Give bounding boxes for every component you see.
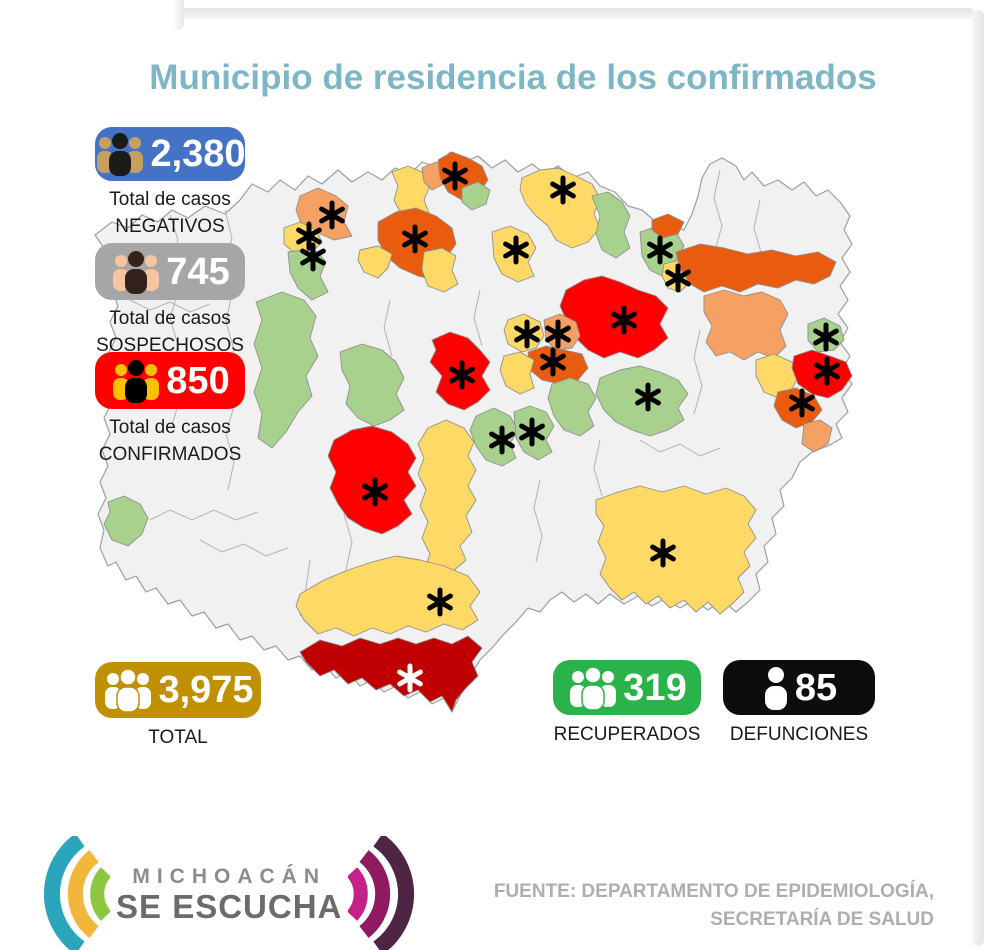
asterisk-marker [503, 241, 529, 259]
municipality-region [417, 419, 477, 581]
defunciones-badge: 85 [723, 660, 875, 715]
michoacan-se-escucha-logo: MICHOACÁN SE ESCUCHA [18, 836, 440, 950]
recuperados-value: 319 [623, 666, 687, 709]
asterisk-marker [319, 206, 345, 224]
negativos-caption-line2: NEGATIVOS [115, 216, 225, 237]
people-group-icon [113, 250, 160, 294]
asterisk-marker [296, 227, 322, 245]
asterisk-marker [300, 248, 326, 266]
asterisk-marker [647, 241, 673, 259]
municipality-region [461, 181, 491, 211]
page-shadow-right [972, 10, 984, 946]
asterisk-marker [514, 325, 540, 343]
sound-waves-left-icon [44, 836, 110, 950]
confirmados-badge: 850 [95, 352, 245, 409]
people-group-icon [570, 665, 617, 710]
people-group-icon [105, 668, 152, 712]
municipality-region [801, 419, 833, 453]
sospechosos-caption: Total de casos SOSPECHOSOS [60, 305, 280, 359]
asterisk-marker [665, 269, 691, 287]
municipality-region [519, 167, 601, 249]
municipality-region [499, 351, 535, 395]
confirmados-value: 850 [166, 359, 230, 402]
asterisk-marker [442, 167, 468, 185]
asterisk-marker [545, 325, 571, 343]
sospechosos-caption-line1: Total de casos [109, 308, 231, 329]
negativos-caption: Total de casos NEGATIVOS [60, 186, 280, 240]
page-shadow-top [180, 8, 974, 19]
asterisk-marker [519, 423, 545, 441]
sospechosos-caption-line2: SOSPECHOSOS [96, 335, 244, 356]
sospechosos-badge: 745 [95, 243, 245, 300]
recuperados-badge: 319 [553, 660, 701, 715]
total-value: 3,975 [158, 669, 254, 711]
asterisk-marker [402, 230, 428, 248]
municipality-region [295, 555, 481, 637]
municipality-region [591, 191, 631, 259]
recuperados-caption: RECUPERADOS [553, 724, 701, 745]
people-group-icon [97, 133, 144, 176]
municipality-region [103, 495, 149, 547]
asterisk-marker [397, 669, 423, 687]
defunciones-caption: DEFUNCIONES [729, 724, 869, 745]
source-line2: SECRETARÍA DE SALUD [710, 909, 934, 930]
asterisk-marker [362, 483, 388, 501]
logo-text: MICHOACÁN SE ESCUCHA [116, 864, 342, 924]
municipality-region [253, 291, 319, 449]
logo-line1: MICHOACÁN [132, 865, 327, 888]
municipality-region [421, 247, 459, 293]
defunciones-value: 85 [794, 666, 838, 709]
asterisk-marker [650, 544, 676, 562]
total-badge: 3,975 [95, 662, 261, 718]
sospechosos-value: 745 [166, 250, 230, 293]
municipality-region [703, 289, 789, 361]
confirmados-caption-line1: Total de casos [109, 417, 231, 438]
people-group-icon [113, 359, 160, 403]
municipality-region [327, 425, 417, 535]
municipality-region [339, 343, 405, 427]
logo-line2: SE ESCUCHA [116, 888, 343, 925]
person-icon [764, 666, 787, 710]
negativos-caption-line1: Total de casos [109, 189, 231, 210]
source-line1: FUENTE: DEPARTAMENTO DE EPIDEMIOLOGÍA, [493, 881, 934, 902]
asterisk-marker [814, 362, 840, 380]
asterisk-marker [611, 311, 637, 329]
asterisk-marker [449, 366, 475, 384]
asterisk-marker [789, 394, 815, 412]
municipality-region [595, 485, 757, 615]
municipality-region [547, 377, 597, 437]
sound-waves-right-icon [348, 836, 415, 950]
municipality-region [299, 635, 483, 713]
asterisk-marker [550, 181, 576, 199]
negativos-badge: 2,380 [95, 127, 246, 181]
asterisk-marker [427, 593, 453, 611]
page-shadow-notch [172, 0, 184, 30]
page-title: Municipio de residencia de los confirmad… [149, 58, 877, 97]
asterisk-marker [635, 388, 661, 406]
confirmados-caption: Total de casos CONFIRMADOS [60, 414, 280, 468]
asterisk-marker [813, 328, 839, 346]
municipality-region [651, 213, 685, 239]
source-attribution: FUENTE: DEPARTAMENTO DE EPIDEMIOLOGÍA, S… [494, 878, 934, 934]
municipality-region [357, 245, 393, 279]
asterisk-marker [540, 353, 566, 371]
total-caption: TOTAL [148, 727, 208, 748]
negativos-value: 2,380 [150, 133, 246, 175]
municipality-region [675, 243, 837, 293]
confirmados-caption-line2: CONFIRMADOS [98, 444, 242, 465]
asterisk-marker [489, 431, 515, 449]
